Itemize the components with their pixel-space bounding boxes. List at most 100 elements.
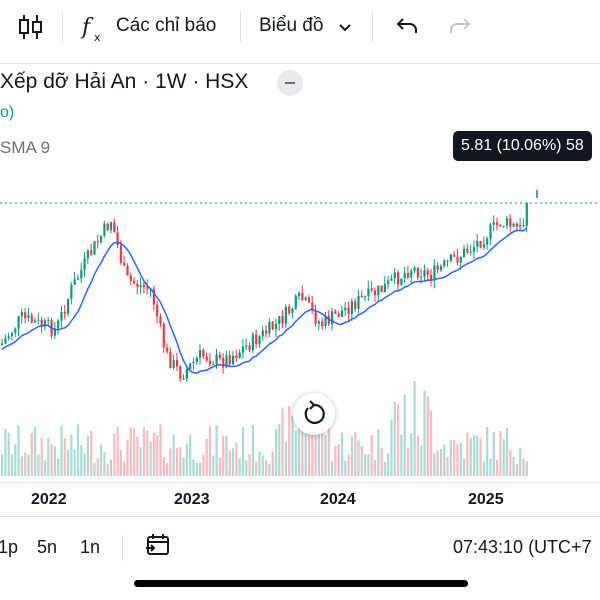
volume-bar (212, 455, 215, 476)
candle-body (103, 223, 106, 236)
candle-body (397, 272, 400, 285)
volume-bar (10, 454, 14, 476)
toolbar-separator (240, 12, 241, 42)
clock-timezone[interactable]: 07:43:10 (UTC+7 (453, 537, 592, 557)
volume-bar (182, 457, 185, 476)
candle-body (486, 238, 489, 245)
undo-icon[interactable] (395, 16, 419, 41)
candle-body (14, 328, 17, 333)
redo-icon[interactable] (448, 16, 472, 41)
sma-line (1, 227, 528, 374)
volume-bar (321, 409, 324, 476)
volume-bar (235, 442, 238, 476)
volume-bar (502, 439, 505, 476)
volume-bar (423, 390, 426, 476)
candle-body (459, 257, 462, 263)
candle-body (119, 245, 122, 263)
price-value: 58 (565, 137, 584, 154)
volume-bar (390, 419, 393, 476)
candle-body (479, 240, 482, 248)
volume-bar (420, 445, 423, 476)
candle-body (63, 311, 66, 314)
candle-body (34, 320, 37, 323)
candle-body (136, 283, 139, 288)
price-change: 5.81 (10.06%) (461, 137, 562, 154)
candle-body (515, 223, 518, 227)
symbol-title[interactable]: Xếp dỡ Hải An · 1W · HSX (0, 70, 249, 93)
volume-bar (354, 432, 357, 476)
indicators-label[interactable]: Các chỉ báo (116, 15, 217, 36)
volume-bar (248, 454, 251, 476)
candle-body (387, 280, 390, 284)
candle-body (228, 355, 231, 365)
candle-body (334, 311, 337, 314)
candle-body (307, 297, 311, 303)
candle-body (80, 269, 83, 279)
candle-body (314, 310, 317, 324)
indicators-button[interactable]: f x (80, 13, 108, 48)
candle-body (344, 307, 347, 311)
scroll-to-realtime-button[interactable] (293, 393, 335, 435)
candle-body (502, 225, 505, 227)
candle-body (146, 287, 149, 290)
candle-body (472, 246, 476, 252)
volume-bar (169, 448, 172, 476)
price-chart[interactable] (0, 190, 600, 482)
candle-body (195, 357, 198, 362)
volume-bar (255, 461, 258, 476)
volume-bar (489, 458, 492, 476)
volume-bar (307, 427, 311, 476)
volume-bar (40, 437, 43, 476)
candle-body (113, 222, 116, 233)
volume-bar (380, 447, 383, 476)
chevron-down-icon[interactable] (338, 20, 352, 38)
volume-bar (238, 458, 241, 476)
volume-bar (7, 432, 10, 476)
collapse-legend-button[interactable] (277, 70, 303, 96)
volume-bar (126, 439, 129, 476)
candle-body (53, 328, 56, 336)
home-indicator (134, 580, 468, 587)
candle-body (20, 312, 23, 317)
chart-type-label[interactable]: Biểu đồ (259, 15, 324, 36)
sma-indicator-label[interactable]: SMA 9 (0, 138, 51, 157)
range-1-year[interactable]: 1n (80, 537, 101, 557)
candle-body (403, 272, 406, 279)
volume-bar (291, 415, 294, 476)
candle-body (208, 360, 212, 365)
volume-bar (208, 426, 212, 476)
candle-body (423, 270, 426, 277)
candle-body (238, 352, 241, 359)
volume-bar (1, 454, 4, 476)
volume-bar (96, 458, 99, 476)
candle-body (433, 265, 436, 281)
candle-body (189, 363, 192, 369)
candle-body (311, 302, 314, 311)
candle-body (70, 284, 73, 299)
candle-body (169, 351, 172, 369)
candle-body (410, 270, 413, 278)
candle-body (446, 260, 449, 262)
candle-body (225, 355, 228, 368)
volume-bar (519, 447, 522, 476)
candle-body (96, 241, 99, 243)
volume-bar (410, 433, 413, 476)
candle-body (406, 272, 410, 278)
reset-icon (304, 400, 325, 425)
range-1-day[interactable]: 1p (0, 537, 19, 557)
volume-bar (479, 438, 482, 476)
time-axis[interactable]: 2022 2023 2024 2025 (0, 482, 600, 516)
goto-date-icon[interactable] (145, 533, 171, 562)
candle-body (321, 321, 324, 327)
volume-bar (337, 444, 340, 476)
candle-body (357, 296, 360, 309)
volume-bar (225, 435, 228, 476)
volume-bar (416, 435, 419, 476)
volume-bar (152, 432, 155, 476)
candle-body (17, 316, 20, 329)
volume-bar (202, 454, 205, 476)
candlestick-icon[interactable] (18, 14, 44, 45)
candle-body (420, 276, 423, 278)
range-5-days[interactable]: 5n (37, 537, 58, 557)
volume-bar (347, 454, 350, 476)
